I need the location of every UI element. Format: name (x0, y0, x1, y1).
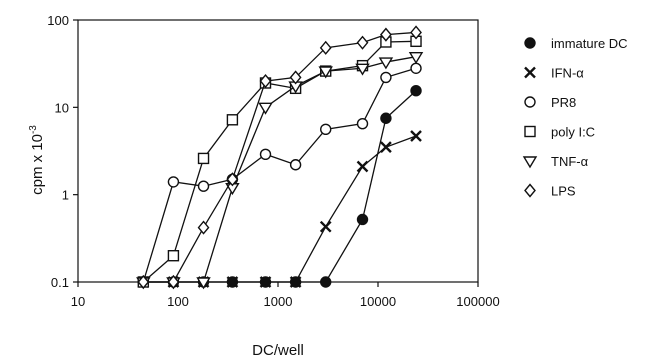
marker-x (226, 276, 239, 288)
marker-open-circle (259, 148, 272, 160)
marker-open-circle (356, 117, 369, 130)
y-axis: 0.1 1 10 100 (47, 13, 78, 290)
legend-item: LPS (524, 183, 576, 199)
legend-label: PR8 (551, 95, 576, 110)
marker-open-circle (197, 180, 210, 192)
y-tick-label: 10 (55, 100, 69, 115)
legend-item: IFN-α (524, 66, 584, 81)
marker-x-stroke (380, 141, 392, 153)
marker-x-stroke (524, 66, 536, 79)
x-tick-label: 100000 (456, 294, 499, 309)
x-tick-label: 100 (167, 294, 189, 309)
marker-open-triangle (408, 51, 424, 65)
marker-x-stroke (410, 130, 422, 142)
legend-label: TNF-α (551, 154, 589, 169)
y-tick-label: 1 (62, 188, 69, 203)
x-tick-label: 10 (71, 294, 85, 309)
marker-x-stroke (356, 160, 369, 173)
marker-open-diamond (410, 25, 422, 40)
marker-x (289, 276, 302, 288)
series-layer (136, 25, 424, 290)
marker-open-diamond (380, 27, 392, 42)
marker-filled-circle (356, 213, 369, 226)
x-axis-title: DC/well (252, 342, 304, 359)
legend-label: poly I:C (551, 125, 595, 140)
series-line (143, 31, 417, 283)
series-poly-i-c (137, 35, 422, 288)
marker-x (380, 141, 392, 153)
x-tick-label: 1000 (264, 294, 293, 309)
marker-open-triangle (522, 156, 538, 169)
marker-open-diamond (319, 40, 332, 55)
marker-x-stroke (319, 220, 332, 233)
marker-open-diamond (137, 274, 150, 290)
marker-x (356, 160, 369, 173)
marker-open-square (524, 125, 536, 138)
marker-x-stroke (226, 276, 239, 288)
legend-label: IFN-α (551, 66, 584, 81)
y-tick-label: 100 (47, 13, 69, 28)
marker-x (319, 220, 332, 233)
x-tick-label: 10000 (360, 294, 396, 309)
y-axis-title-exponent: -3 (28, 125, 39, 134)
marker-open-circle (524, 96, 536, 108)
marker-open-circle (410, 62, 422, 74)
legend-item: PR8 (524, 95, 576, 110)
marker-open-square (167, 250, 180, 262)
marker-open-triangle (258, 102, 273, 115)
y-axis-title: cpm x 10-3 (28, 125, 46, 195)
marker-open-diamond (524, 183, 536, 198)
marker-open-circle (380, 71, 392, 84)
legend-item: poly I:C (524, 125, 595, 140)
marker-open-triangle (355, 63, 370, 76)
marker-filled-circle (320, 276, 332, 288)
series-tnf- (136, 51, 424, 290)
marker-open-circle (167, 176, 180, 188)
marker-open-circle (320, 123, 332, 136)
series-line (143, 90, 417, 283)
marker-filled-circle (380, 112, 392, 124)
marker-open-diamond (259, 73, 272, 89)
marker-open-diamond (167, 274, 180, 290)
marker-open-square (197, 152, 210, 165)
legend-item: TNF-α (522, 154, 589, 169)
marker-open-triangle (318, 66, 333, 79)
marker-open-diamond (289, 70, 302, 85)
series-line (143, 135, 417, 283)
y-axis-title-main: cpm x 10 (29, 134, 46, 195)
marker-x-stroke (289, 276, 302, 288)
series-immature-dc (137, 85, 422, 288)
series-lps (137, 25, 422, 290)
series-ifn- (137, 130, 422, 288)
legend-item: immature DC (524, 36, 628, 51)
marker-x (410, 130, 422, 142)
marker-open-diamond (226, 172, 239, 187)
marker-x-stroke (259, 276, 272, 288)
series-line (142, 67, 417, 283)
marker-x (524, 66, 536, 79)
series-line (143, 56, 417, 283)
marker-filled-circle (410, 85, 422, 97)
legend: immature DC IFN-α PR8 poly I:C TNF-α LPS (522, 36, 628, 199)
marker-open-diamond (356, 35, 369, 50)
marker-open-circle (289, 159, 302, 171)
series-line (142, 40, 417, 283)
x-axis: 10 100 1000 10000 100000 (71, 282, 500, 309)
y-tick-label: 0.1 (51, 275, 69, 290)
marker-open-triangle (196, 277, 211, 290)
marker-open-diamond (197, 220, 210, 235)
marker-open-triangle (378, 57, 394, 70)
marker-filled-circle (524, 37, 536, 49)
marker-x (259, 276, 272, 288)
marker-open-square (226, 114, 239, 126)
legend-label: LPS (551, 184, 576, 199)
legend-label: immature DC (551, 36, 628, 51)
